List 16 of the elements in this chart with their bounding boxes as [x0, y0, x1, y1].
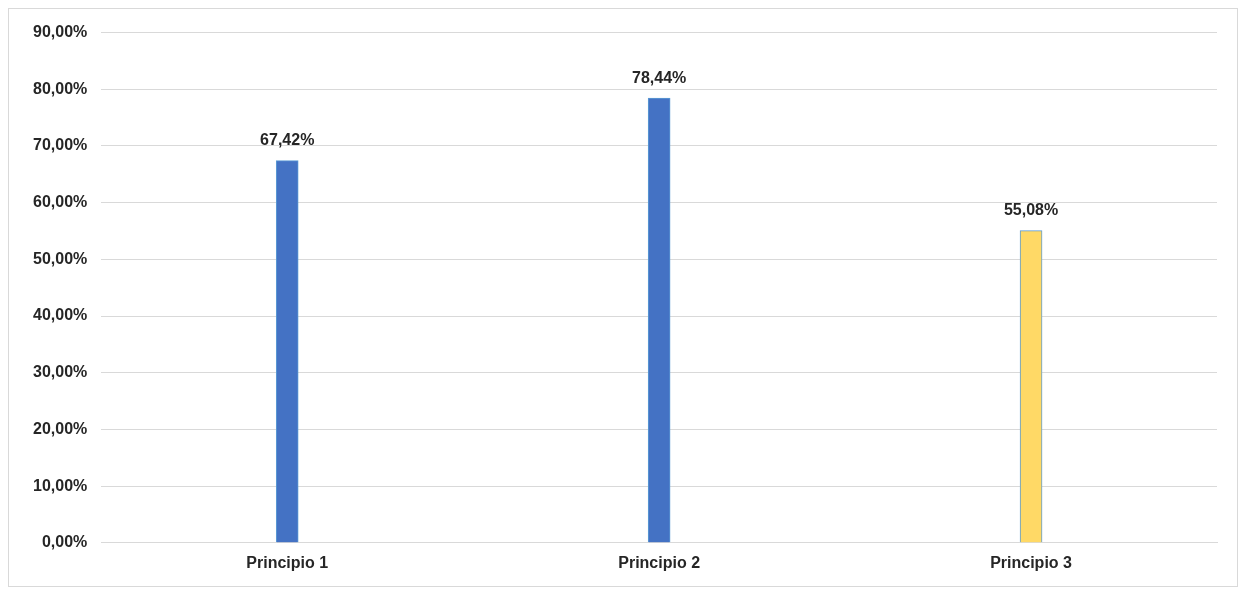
y-tick-label: 80,00%: [33, 79, 88, 97]
data-label: 67,42%: [260, 131, 315, 149]
y-tick-label: 20,00%: [33, 419, 88, 437]
y-tick-label: 0,00%: [41, 533, 88, 551]
y-tick-label: 50,00%: [33, 249, 88, 267]
x-tick-label: Principio 2: [618, 553, 701, 571]
y-tick-label: 90,00%: [33, 23, 88, 41]
x-tick-label: Principio 1: [246, 553, 329, 571]
y-tick-label: 40,00%: [33, 306, 88, 324]
x-tick-label: Principio 3: [990, 553, 1073, 571]
data-label: 55,08%: [1003, 200, 1059, 218]
y-tick-label: 30,00%: [33, 363, 88, 381]
y-tick-label: 70,00%: [33, 136, 88, 154]
y-tick-label: 10,00%: [33, 476, 88, 494]
y-tick-label: 60,00%: [33, 193, 88, 211]
data-label: 78,44%: [632, 68, 687, 86]
